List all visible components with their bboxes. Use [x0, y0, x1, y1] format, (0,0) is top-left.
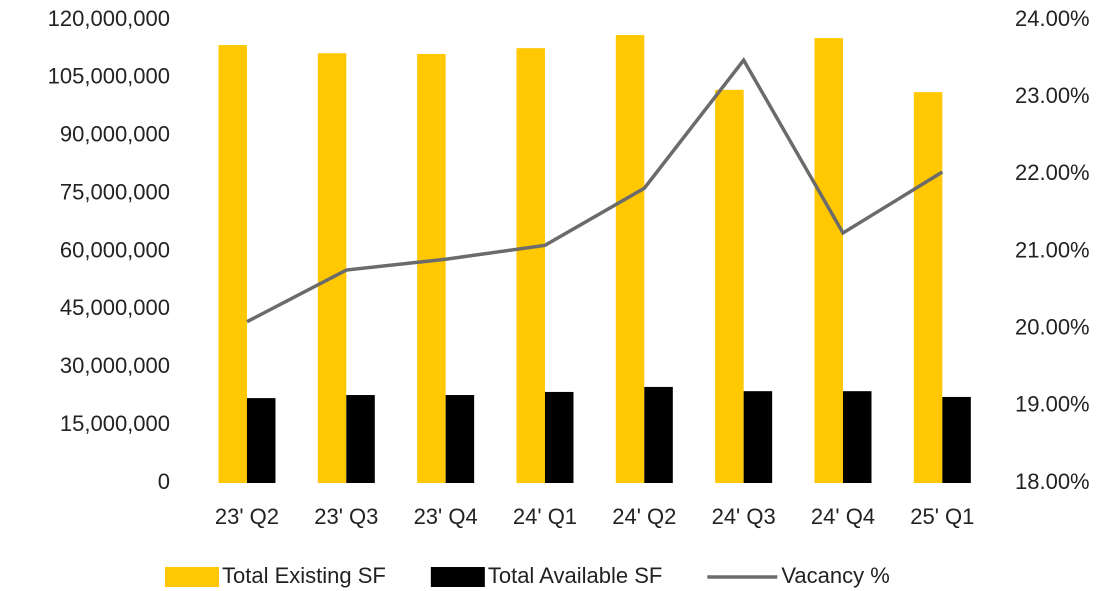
y2-tick-label: 21.00% [1015, 237, 1090, 262]
legend-label: Vacancy % [781, 563, 889, 588]
bar [346, 395, 375, 483]
bar [715, 89, 744, 484]
y-tick-label: 90,000,000 [60, 122, 170, 147]
y-tick-label: 105,000,000 [48, 64, 170, 89]
bar [246, 398, 276, 483]
bar [615, 35, 645, 484]
legend-label: Total Existing SF [222, 563, 386, 588]
x-tick-label: 24' Q1 [513, 504, 577, 529]
bar [417, 53, 446, 483]
x-tick-label: 23' Q3 [314, 504, 378, 529]
bar [743, 391, 773, 483]
bar [942, 396, 971, 483]
bar [913, 92, 943, 484]
y-tick-label: 0 [158, 469, 170, 494]
y2-tick-label: 23.00% [1015, 83, 1090, 108]
y2-tick-label: 22.00% [1015, 160, 1090, 185]
y2-tick-label: 24.00% [1015, 6, 1090, 31]
bar [218, 45, 247, 484]
bar [317, 53, 347, 483]
y2-tick-label: 20.00% [1015, 314, 1090, 339]
bar [842, 391, 872, 483]
y-tick-label: 15,000,000 [60, 411, 170, 436]
y-tick-label: 45,000,000 [60, 295, 170, 320]
legend-label: Total Available SF [488, 563, 662, 588]
x-tick-label: 24' Q2 [612, 504, 676, 529]
line [246, 56, 944, 324]
y-tick-label: 120,000,000 [48, 6, 170, 31]
y2-tick-label: 19.00% [1015, 392, 1090, 417]
x-tick-label: 25' Q1 [910, 504, 974, 529]
x-tick-label: 24' Q4 [811, 504, 875, 529]
legend-swatch [430, 567, 485, 587]
legend-swatch [165, 567, 219, 587]
y-tick-label: 75,000,000 [60, 179, 170, 204]
x-tick-label: 23' Q2 [215, 504, 279, 529]
bar [516, 48, 545, 483]
y2-tick-label: 18.00% [1015, 469, 1090, 494]
y-tick-label: 30,000,000 [60, 353, 170, 378]
x-tick-label: 24' Q3 [712, 504, 776, 529]
x-tick-label: 23' Q4 [414, 504, 478, 529]
bar [814, 38, 843, 484]
bar [445, 395, 475, 483]
y-tick-label: 60,000,000 [60, 237, 170, 262]
bar [644, 386, 673, 483]
bar [544, 391, 574, 483]
